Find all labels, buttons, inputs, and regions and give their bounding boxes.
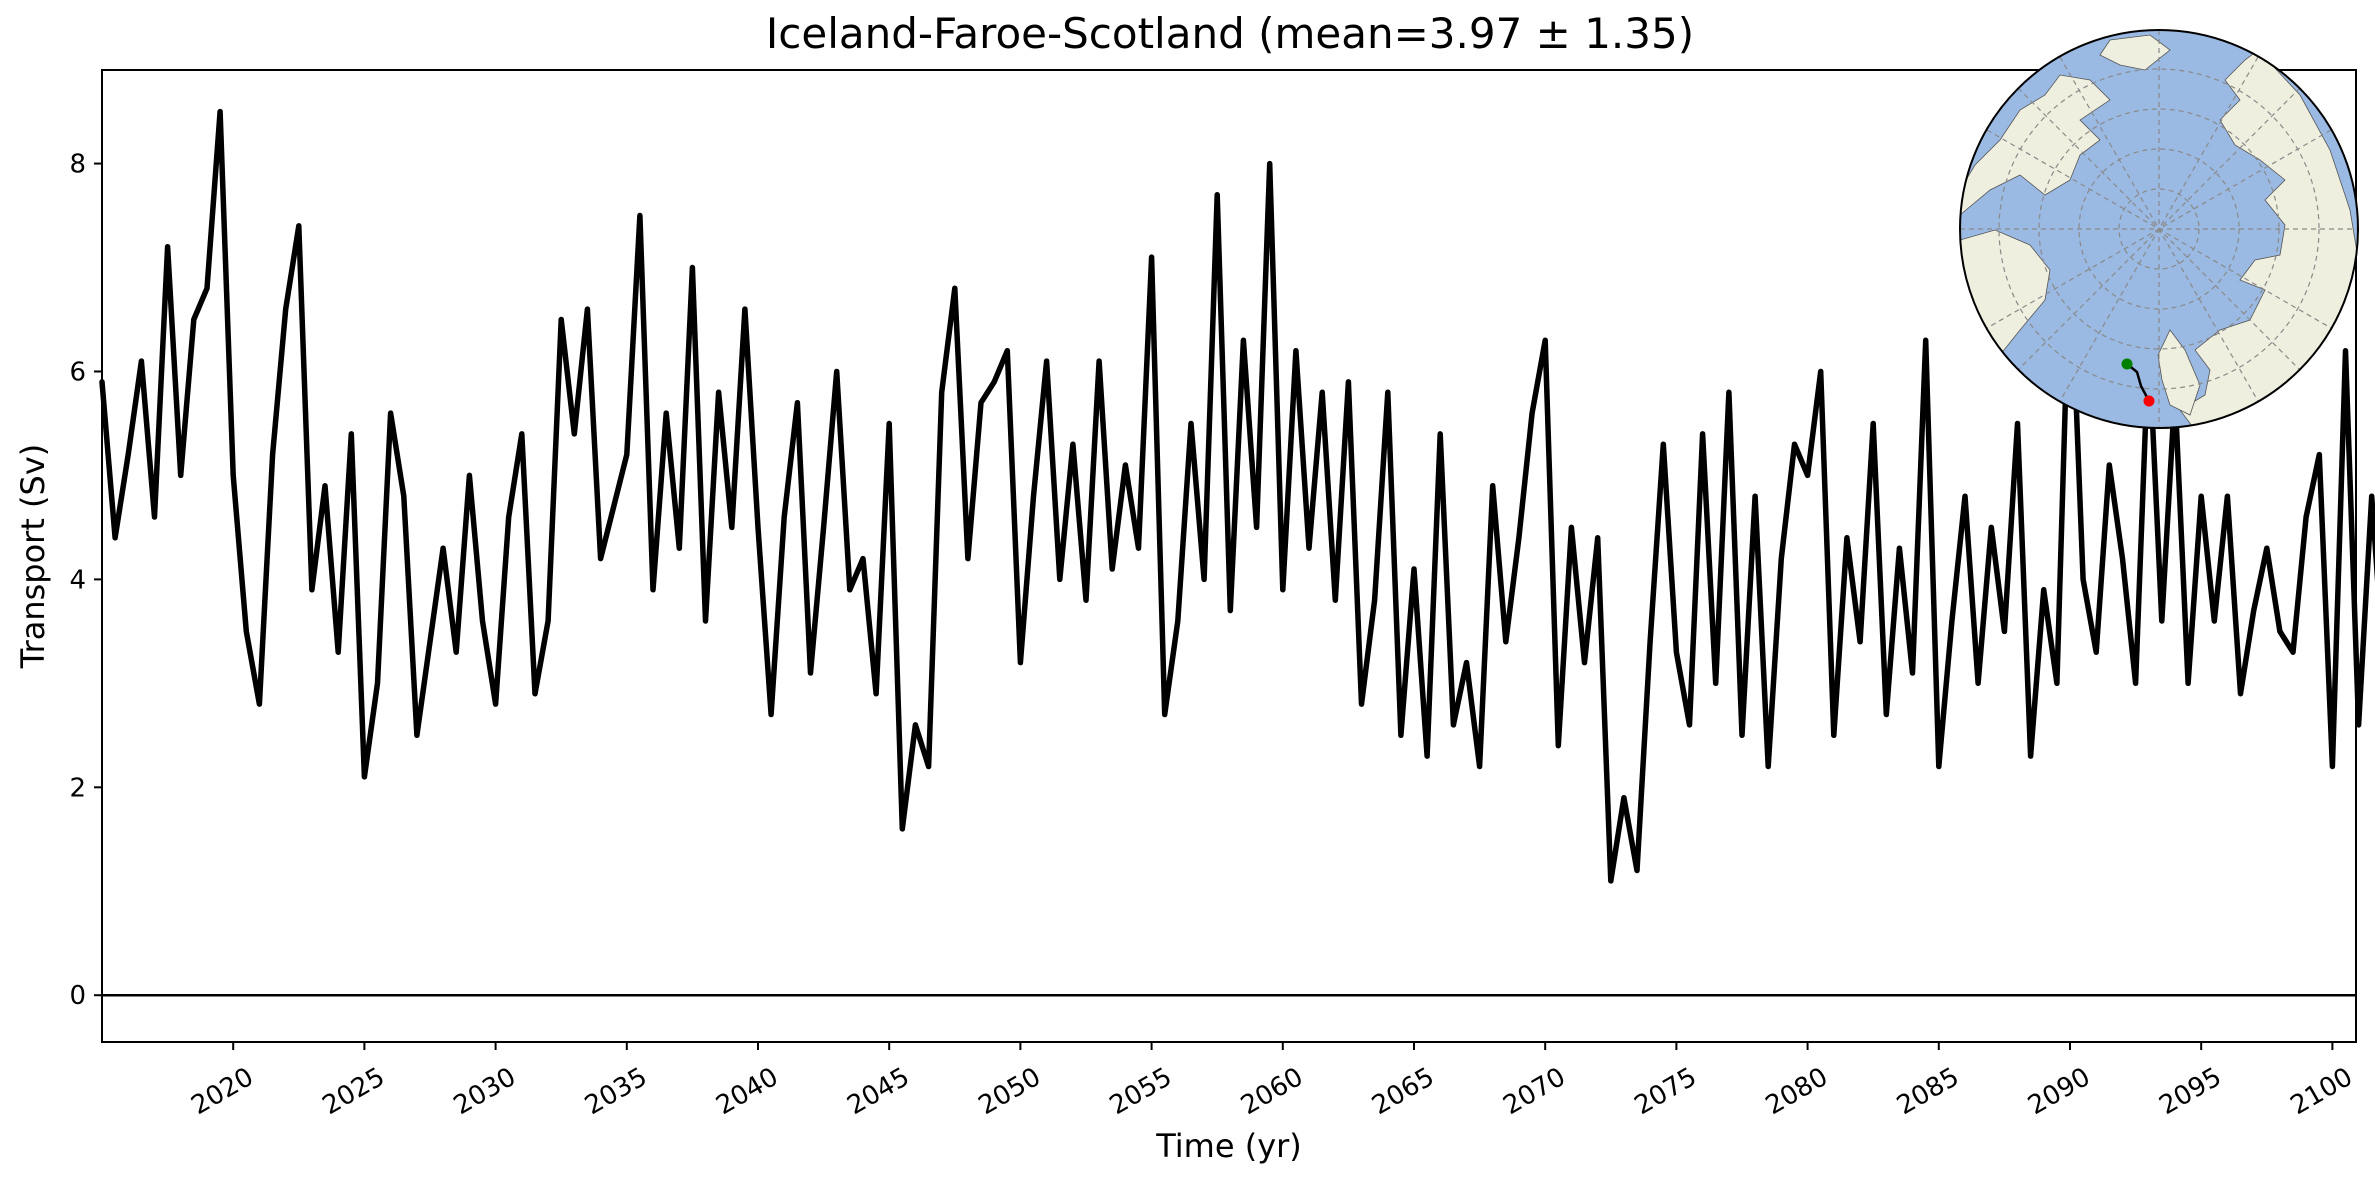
chart-title: Iceland-Faroe-Scotland (mean=3.97 ± 1.35…: [766, 9, 1694, 58]
section-start-marker: [2121, 358, 2133, 370]
map-boundary: [1959, 29, 2359, 429]
x-axis-label: Time (yr): [1155, 1127, 1302, 1165]
map-graticule: [1960, 30, 2358, 428]
map-land-scandinavia: [2157, 329, 2201, 416]
axes-frame: [101, 69, 2357, 1043]
y-axis-ticks: 0 2 4 6 8: [69, 150, 102, 1011]
section-end-marker: [2143, 395, 2155, 407]
y-tick-label: 0: [69, 981, 86, 1011]
map-land-north-america: [1960, 74, 2111, 216]
y-tick-label: 2: [69, 773, 86, 803]
y-axis-label: Transport (Sv): [14, 444, 52, 670]
transport-series-line: [99, 108, 2375, 884]
polar-inset-map: [1959, 29, 2359, 429]
section-line: [2126, 363, 2151, 402]
y-tick-label: 8: [69, 150, 86, 180]
y-tick-label: 4: [69, 565, 86, 595]
y-tick-label: 6: [69, 357, 86, 387]
